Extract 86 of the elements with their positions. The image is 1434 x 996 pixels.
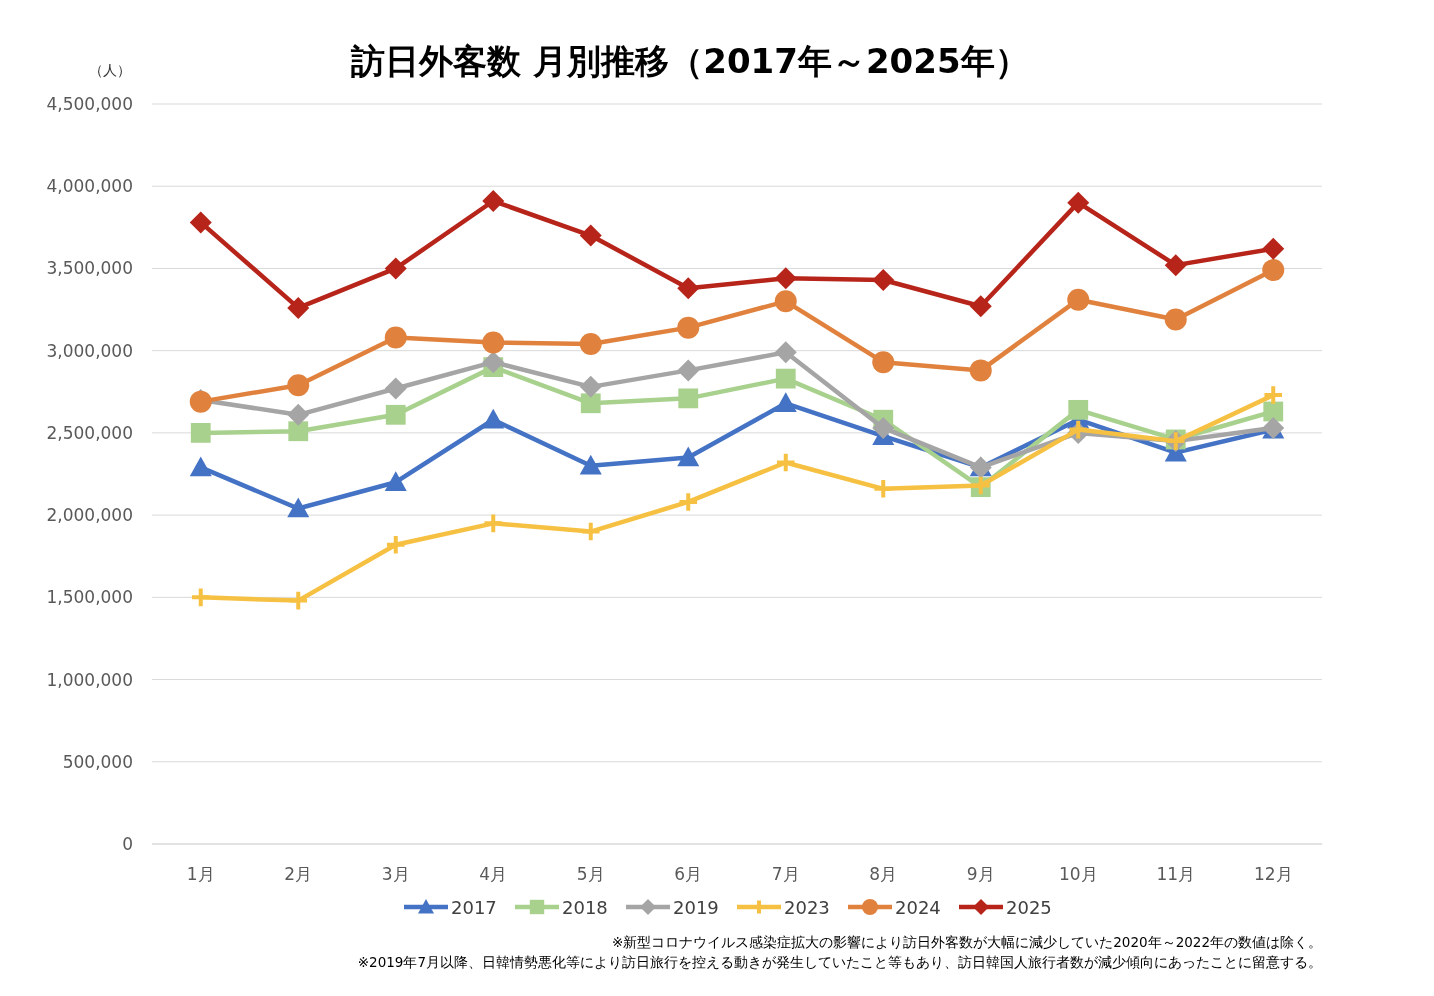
x-tick-label: 11月	[1156, 864, 1196, 884]
point	[1262, 384, 1285, 406]
legend-label: 2019	[673, 897, 719, 918]
point	[677, 277, 700, 300]
point	[288, 421, 309, 442]
point	[482, 190, 505, 213]
legend-label: 2024	[895, 897, 941, 918]
point	[287, 589, 310, 612]
y-tick-label: 3,000,000	[46, 340, 133, 361]
y-axis-title: （人）	[89, 62, 131, 78]
x-tick-label: 2月	[284, 864, 313, 884]
y-tick-label: 2,000,000	[46, 505, 133, 526]
point	[1164, 308, 1187, 331]
y-tick-label: 1,500,000	[46, 587, 133, 608]
point	[482, 512, 505, 535]
text: ※新型コロナウイルス感染症拡大の影響により訪日外客数が大幅に減少していた2020年～2022年の数値は除く。	[611, 934, 1322, 950]
point	[482, 331, 505, 354]
point	[482, 408, 505, 429]
point	[1262, 237, 1285, 260]
point	[287, 403, 310, 426]
point	[384, 257, 407, 280]
point	[969, 295, 992, 318]
point	[385, 404, 406, 425]
point	[774, 392, 797, 413]
point	[384, 533, 407, 556]
point	[872, 351, 895, 374]
x-tick-label: 12月	[1253, 864, 1293, 884]
point	[774, 290, 797, 313]
chart-title: 訪日外客数 月別推移（2017年～2025年）	[350, 41, 1029, 81]
y-tick-label: 500,000	[62, 751, 133, 772]
point	[189, 211, 212, 234]
x-tick-label: 5月	[576, 864, 605, 884]
x-tick-label: 9月	[966, 864, 995, 884]
point	[677, 359, 700, 382]
point	[774, 267, 797, 290]
point	[1068, 399, 1089, 420]
y-tick-label: 1,000,000	[46, 669, 133, 690]
point	[190, 422, 211, 443]
legend-label: 2018	[562, 897, 608, 918]
y-tick-label: 3,500,000	[46, 258, 133, 279]
x-tick-label: 10月	[1058, 864, 1098, 884]
point	[774, 451, 797, 474]
point	[1263, 401, 1284, 422]
point	[579, 375, 602, 398]
point	[1067, 191, 1090, 214]
y-tick-label: 0	[122, 834, 133, 854]
x-tick-label: 6月	[674, 864, 703, 884]
point	[677, 491, 700, 513]
point	[775, 368, 796, 389]
point	[579, 333, 602, 356]
y-tick-label: 2,500,000	[46, 422, 133, 443]
point	[384, 326, 407, 349]
point	[287, 374, 310, 397]
y-tick-label: 4,000,000	[46, 176, 133, 197]
point	[678, 388, 699, 409]
y-tick-label: 4,500,000	[46, 94, 133, 114]
legend-label: 2023	[784, 897, 830, 918]
point	[677, 316, 700, 339]
legend-label: 2025	[1006, 897, 1052, 918]
x-tick-label: 3月	[381, 864, 410, 884]
point	[1262, 259, 1285, 282]
point	[872, 416, 895, 439]
point	[872, 478, 895, 500]
point	[384, 471, 407, 492]
point	[579, 520, 602, 543]
point	[872, 268, 895, 291]
point	[969, 359, 992, 382]
point	[287, 296, 310, 319]
x-tick-label: 7月	[771, 864, 800, 884]
x-tick-label: 8月	[869, 864, 898, 884]
point	[189, 456, 212, 477]
point	[189, 586, 212, 609]
point	[774, 341, 797, 364]
point	[579, 454, 602, 475]
text: ※2019年7月以降、日韓情勢悪化等により訪日旅行を控える動きが発生していたこと等もあり、訪日韓国人旅行者数が減少傾向にあったことに留意する。	[357, 954, 1322, 970]
x-tick-label: 1月	[186, 864, 215, 884]
legend-label: 2017	[451, 897, 497, 918]
x-tick-label: 4月	[479, 864, 508, 884]
point	[677, 446, 700, 467]
point	[287, 497, 310, 518]
point	[1067, 288, 1090, 311]
point	[384, 377, 407, 400]
point	[579, 224, 602, 247]
point	[580, 393, 601, 414]
point	[1164, 254, 1187, 277]
point	[482, 351, 505, 374]
